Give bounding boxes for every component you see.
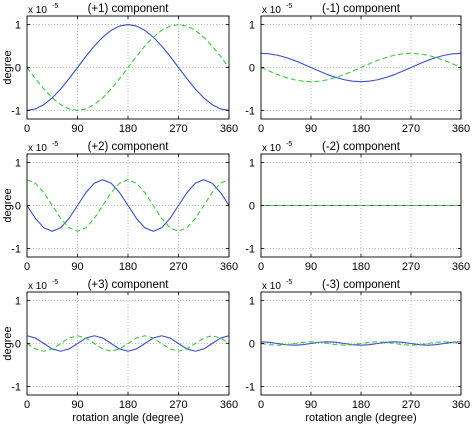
x-tick-label: 90 <box>305 261 317 273</box>
series-line-2 <box>26 335 230 352</box>
x-tick-label: 270 <box>402 261 420 273</box>
y-tick-label: 0 <box>15 63 21 75</box>
series-line-2 <box>26 179 230 232</box>
axis-scale-label: x 10 <box>262 281 281 292</box>
axis-scale-label: x 10 <box>262 5 281 16</box>
x-tick-label: 90 <box>71 399 83 411</box>
x-tick-label: 90 <box>71 261 83 273</box>
x-tick-label: 0 <box>24 123 30 135</box>
y-tick-label: -1 <box>245 381 255 393</box>
x-tick-label: 180 <box>352 261 370 273</box>
x-tick-label: 270 <box>402 399 420 411</box>
y-tick-label: 0 <box>249 339 255 351</box>
y-tick-label: -1 <box>11 381 21 393</box>
y-tick-label: 1 <box>15 158 21 170</box>
y-tick-label: 1 <box>15 20 21 32</box>
axis-scale-exponent: -5 <box>286 3 292 10</box>
x-tick-label: 90 <box>305 123 317 135</box>
y-axis-label: degree <box>2 50 14 84</box>
series-line-2 <box>260 52 462 83</box>
x-axis-label: rotation angle (degree) <box>72 412 183 424</box>
y-tick-label: -1 <box>11 243 21 255</box>
x-tick-label: 180 <box>119 123 137 135</box>
axis-scale-exponent: -5 <box>286 141 292 148</box>
series-line-2 <box>26 24 230 111</box>
series-line-1 <box>26 24 230 111</box>
y-tick-label: -1 <box>11 105 21 117</box>
chart-title: (+2) component <box>88 141 170 153</box>
y-tick-label: 1 <box>249 158 255 170</box>
x-tick-label: 180 <box>119 399 137 411</box>
chart-title: (-3) component <box>322 279 401 291</box>
x-tick-label: 360 <box>452 399 470 411</box>
y-tick-label: 1 <box>249 296 255 308</box>
y-tick-label: 0 <box>15 339 21 351</box>
x-tick-label: 0 <box>24 399 30 411</box>
x-tick-label: 0 <box>258 261 264 273</box>
x-tick-label: 90 <box>305 399 317 411</box>
axis-scale-label: x 10 <box>28 143 47 154</box>
y-tick-label: -1 <box>245 243 255 255</box>
x-tick-label: 360 <box>452 261 470 273</box>
axis-scale-exponent: -5 <box>52 279 58 286</box>
series-line-1 <box>260 52 462 83</box>
axis-scale-exponent: -5 <box>286 279 292 286</box>
y-tick-label: 1 <box>249 20 255 32</box>
y-tick-label: -1 <box>245 105 255 117</box>
x-tick-label: 360 <box>452 123 470 135</box>
x-tick-label: 0 <box>24 261 30 273</box>
x-tick-label: 270 <box>169 261 187 273</box>
series-line-1 <box>26 335 230 352</box>
axis-scale-exponent: -5 <box>52 141 58 148</box>
series-line-1 <box>26 179 230 232</box>
x-tick-label: 360 <box>220 261 238 273</box>
axis-scale-exponent: -5 <box>52 3 58 10</box>
x-tick-label: 180 <box>352 123 370 135</box>
x-tick-label: 0 <box>258 399 264 411</box>
x-tick-label: 180 <box>352 399 370 411</box>
chart-title: (-2) component <box>322 141 401 153</box>
series-line-1 <box>260 341 462 346</box>
x-tick-label: 0 <box>258 123 264 135</box>
x-tick-label: 180 <box>119 261 137 273</box>
series-line-2 <box>260 341 462 346</box>
y-tick-label: 0 <box>249 201 255 213</box>
chart-title: (+3) component <box>88 279 170 291</box>
x-tick-label: 360 <box>220 399 238 411</box>
x-tick-label: 90 <box>71 123 83 135</box>
y-axis-label: degree <box>2 326 14 360</box>
y-axis-label: degree <box>2 188 14 222</box>
y-tick-label: 0 <box>15 201 21 213</box>
chart-title: (-1) component <box>322 3 401 15</box>
axis-scale-label: x 10 <box>28 5 47 16</box>
x-tick-label: 270 <box>169 123 187 135</box>
x-tick-label: 360 <box>220 123 238 135</box>
axis-scale-label: x 10 <box>262 143 281 154</box>
x-tick-label: 270 <box>169 399 187 411</box>
x-axis-label: rotation angle (degree) <box>305 412 416 424</box>
y-tick-label: 0 <box>249 63 255 75</box>
chart-title: (+1) component <box>88 3 170 15</box>
y-tick-label: 1 <box>15 296 21 308</box>
axis-scale-label: x 10 <box>28 281 47 292</box>
x-tick-label: 270 <box>402 123 420 135</box>
